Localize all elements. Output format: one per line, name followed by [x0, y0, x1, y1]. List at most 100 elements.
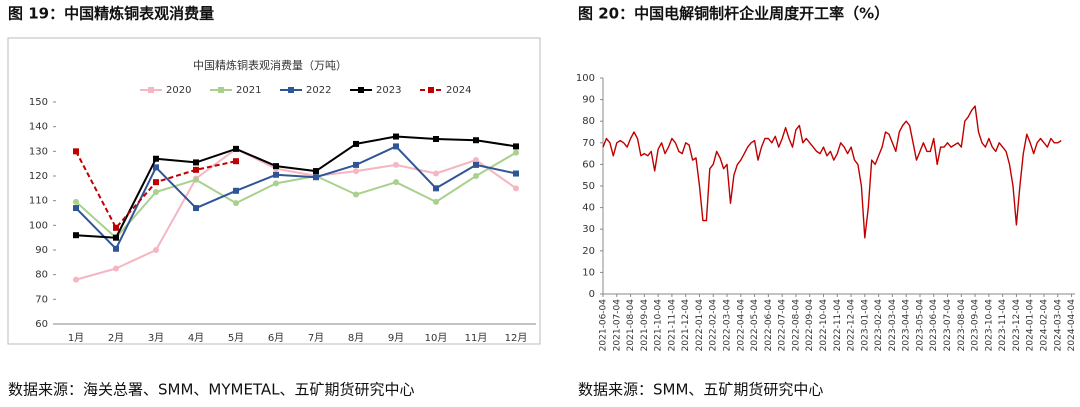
point: [393, 179, 399, 186]
y-tick-label: 130: [29, 146, 48, 157]
series-line: [75, 147, 517, 281]
point: [73, 198, 79, 205]
legend-label: 2020: [166, 85, 191, 96]
x-tick-label: 2023-05-04: [915, 299, 925, 352]
y-tick-label: 110: [29, 196, 48, 207]
point: [273, 163, 279, 170]
point: [473, 156, 479, 163]
y-tick-label: 100: [29, 220, 48, 231]
x-tick-label: 2023-01-04: [860, 299, 870, 352]
y-tick-label: 90: [582, 95, 595, 106]
source-note: 数据来源：SMM、五矿期货研究中心: [578, 381, 823, 399]
x-tick-label: 2023-11-04: [998, 299, 1008, 352]
point: [193, 205, 199, 212]
legend-label: 2023: [376, 85, 401, 96]
y-tick-label: 140: [29, 122, 48, 133]
x-tick-label: 2022-05-04: [750, 299, 760, 352]
point: [113, 245, 119, 252]
y-tick-label: 80: [35, 270, 48, 281]
point: [353, 161, 359, 168]
x-tick-label: 2022-03-04: [723, 299, 733, 352]
x-tick-label: 2021-10-04: [654, 299, 664, 352]
point: [393, 143, 399, 150]
legend-marker: [218, 87, 224, 93]
x-tick-label: 2022-04-04: [736, 299, 746, 352]
x-tick-label: 2021-12-04: [681, 299, 691, 352]
y-tick-label: 90: [35, 245, 48, 256]
figure-caption: 图 20：中国电解铜制杆企业周度开工率（%）: [578, 5, 889, 23]
point: [153, 179, 159, 186]
point: [473, 161, 479, 168]
point: [73, 276, 79, 283]
point: [153, 247, 159, 253]
point: [73, 232, 79, 239]
point: [353, 140, 359, 147]
series-line: [75, 135, 517, 239]
x-tick-label: 5月: [228, 332, 244, 344]
point: [353, 168, 359, 175]
y-tick-label: 10: [582, 267, 595, 278]
y-tick-label: 60: [35, 319, 48, 330]
x-tick-label: 2023-06-04: [929, 299, 939, 352]
series-line: [602, 105, 1062, 239]
y-tick-label: 30: [582, 224, 595, 235]
y-tick-label: 60: [582, 159, 595, 170]
x-tick-label: 2022-08-04: [791, 299, 801, 352]
x-tick-label: 3月: [148, 332, 164, 344]
point: [233, 145, 239, 152]
x-tick-label: 2022-09-04: [805, 299, 815, 352]
x-tick-label: 2023-03-04: [888, 299, 898, 352]
legend-marker: [428, 87, 434, 93]
point: [153, 189, 159, 196]
x-tick-label: 2021-08-04: [626, 299, 636, 352]
x-tick-label: 2024-03-04: [1053, 299, 1063, 352]
point: [393, 161, 399, 168]
series-line: [75, 145, 517, 250]
x-tick-label: 2022-06-04: [764, 299, 774, 352]
point: [153, 155, 159, 162]
x-tick-label: 2023-02-04: [874, 299, 884, 352]
x-tick-label: 2023-09-04: [971, 299, 981, 352]
y-tick-label: 120: [29, 171, 48, 182]
chart-title: 中国精炼铜表观消费量（万吨）: [193, 58, 347, 72]
point: [73, 205, 79, 212]
point: [233, 158, 239, 165]
y-tick-label: 80: [582, 116, 595, 127]
point: [513, 149, 519, 156]
point: [433, 170, 439, 177]
chart-frame: [7, 37, 541, 345]
y-tick-label: 20: [582, 246, 595, 257]
source-note: 数据来源：海关总署、SMM、MYMETAL、五矿期货研究中心: [8, 381, 415, 399]
x-tick-label: 8月: [348, 332, 364, 344]
x-tick-label: 2022-01-04: [695, 299, 705, 352]
x-tick-label: 10月: [425, 332, 448, 344]
point: [193, 159, 199, 166]
x-tick-label: 2022-07-04: [778, 299, 788, 352]
series-line: [75, 151, 517, 239]
x-tick-label: 6月: [268, 332, 284, 344]
point: [113, 224, 119, 231]
x-tick-label: 2021-07-04: [612, 299, 622, 352]
point: [73, 148, 79, 155]
point: [473, 137, 479, 144]
point: [513, 170, 519, 177]
x-tick-label: 12月: [505, 332, 528, 344]
legend-marker: [288, 87, 294, 93]
point: [193, 176, 199, 183]
x-tick-label: 2021-11-04: [667, 299, 677, 352]
point: [113, 265, 119, 272]
x-tick-label: 2022-11-04: [833, 299, 843, 352]
x-tick-label: 2月: [108, 332, 124, 344]
x-tick-label: 2023-07-04: [943, 299, 953, 352]
y-tick-label: 0: [589, 289, 595, 300]
legend-label: 2021: [236, 85, 261, 96]
x-tick-label: 2021-06-04: [599, 299, 609, 352]
point: [513, 143, 519, 150]
x-tick-label: 2024-01-04: [1026, 299, 1036, 352]
point: [313, 168, 319, 175]
y-tick-label: 70: [582, 138, 595, 149]
x-tick-label: 4月: [188, 332, 204, 344]
point: [273, 171, 279, 178]
x-tick-label: 2023-04-04: [902, 299, 912, 352]
point: [393, 133, 399, 140]
